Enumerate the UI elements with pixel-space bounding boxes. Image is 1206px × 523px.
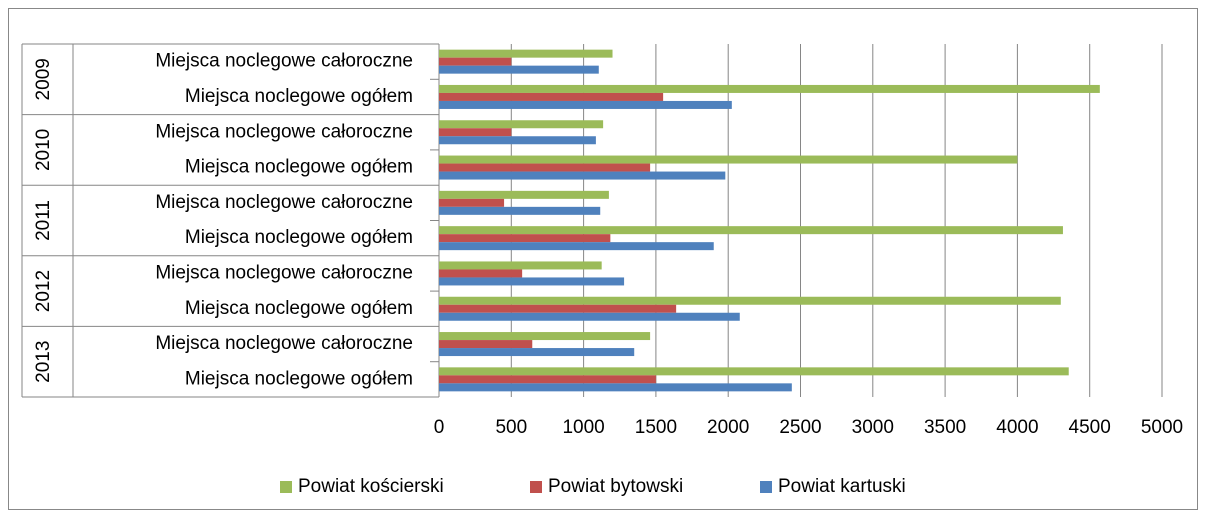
- legend-swatch: [530, 481, 542, 493]
- bar: [439, 312, 740, 321]
- group-label: 2011: [33, 200, 54, 241]
- bar: [439, 136, 596, 145]
- x-tick-label: 4500: [1069, 417, 1111, 438]
- bar: [439, 206, 601, 215]
- bar: [439, 198, 505, 207]
- y-tick-label: Miejsca noclegowe ogółem: [185, 157, 413, 178]
- bar: [439, 120, 604, 129]
- x-tick-label: 500: [495, 417, 527, 438]
- x-tick-label: 2000: [707, 417, 749, 438]
- x-tick-label: 1500: [635, 417, 677, 438]
- bar: [439, 190, 609, 199]
- bar: [439, 261, 602, 270]
- x-tick-label: 1000: [562, 417, 604, 438]
- legend-label: Powiat bytowski: [548, 476, 683, 497]
- group-label: 2009: [33, 58, 54, 100]
- bar: [439, 383, 792, 392]
- bar: [439, 375, 656, 384]
- bar: [439, 242, 714, 251]
- y-tick-label: Miejsca noclegowe ogółem: [185, 368, 413, 389]
- bar: [439, 65, 599, 74]
- bar: [439, 348, 635, 357]
- y-tick-label: Miejsca noclegowe całoroczne: [155, 121, 413, 142]
- legend-label: Powiat kartuski: [778, 476, 906, 497]
- y-tick-label: Miejsca noclegowe ogółem: [185, 227, 413, 248]
- bar: [439, 171, 726, 180]
- bar: [439, 226, 1063, 235]
- y-tick-label: Miejsca noclegowe ogółem: [185, 298, 413, 319]
- bar: [439, 332, 651, 341]
- bar: [439, 155, 1018, 164]
- y-tick-label: Miejsca noclegowe całoroczne: [155, 51, 413, 72]
- bar: [439, 128, 512, 137]
- bar: [439, 277, 625, 286]
- bar: [439, 100, 732, 109]
- x-tick-label: 0: [434, 417, 445, 438]
- x-tick-label: 5000: [1141, 417, 1183, 438]
- y-tick-label: Miejsca noclegowe całoroczne: [155, 333, 413, 354]
- group-label: 2010: [33, 129, 54, 171]
- x-tick-label: 2500: [779, 417, 821, 438]
- bar: [439, 49, 613, 58]
- y-tick-label: Miejsca noclegowe całoroczne: [155, 192, 413, 213]
- bar: [439, 163, 651, 172]
- bar: [439, 57, 512, 66]
- legend-label: Powiat kościerski: [298, 476, 444, 497]
- bar: [439, 367, 1069, 376]
- group-label: 2012: [33, 270, 54, 312]
- bar: [439, 84, 1100, 93]
- x-tick-label: 3500: [924, 417, 966, 438]
- bar: [439, 234, 611, 243]
- y-tick-label: Miejsca noclegowe ogółem: [185, 86, 413, 107]
- x-tick-label: 3000: [852, 417, 894, 438]
- group-label: 2013: [33, 341, 54, 383]
- y-tick-label: Miejsca noclegowe całoroczne: [155, 262, 413, 283]
- bar: [439, 92, 664, 101]
- legend-swatch: [760, 481, 772, 493]
- bar: [439, 269, 523, 278]
- legend-swatch: [280, 481, 292, 493]
- bar: [439, 340, 533, 349]
- bar: [439, 304, 677, 313]
- x-tick-label: 4000: [996, 417, 1038, 438]
- bar: [439, 296, 1061, 305]
